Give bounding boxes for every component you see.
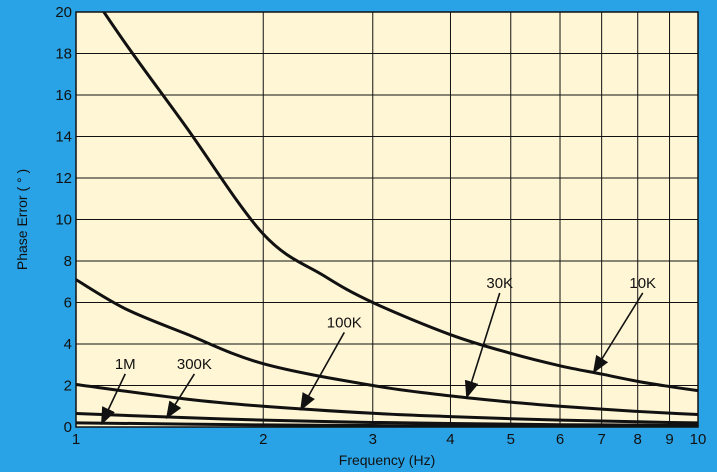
annotation-label-300k: 300K [177, 356, 212, 373]
x-tick-label: 5 [507, 431, 515, 448]
y-axis-title: Phase Error ( ° ) [14, 169, 30, 270]
series-line-30k [76, 278, 698, 417]
x-tick-label: 4 [446, 431, 454, 448]
x-tick-label: 7 [597, 431, 605, 448]
y-tick-label: 20 [55, 4, 72, 21]
y-tick-label: 0 [64, 419, 72, 436]
x-tick-label: 10 [690, 431, 707, 448]
y-tick-label: 16 [55, 87, 72, 104]
annotation-label-1m: 1M [115, 356, 136, 373]
curve-annotations: 10K 30K 100K 300K 1M [100, 275, 656, 426]
annotation-label-30k: 30K [486, 275, 513, 292]
series-line-1m [76, 421, 698, 427]
x-tick-label: 1 [72, 431, 80, 448]
x-tick-label: 6 [556, 431, 564, 448]
y-tick-label: 14 [55, 129, 72, 146]
y-tick-label: 8 [64, 253, 72, 270]
y-tick-label: 10 [55, 212, 72, 229]
annotation-arrow-10k [592, 292, 644, 374]
x-tick-label: 8 [634, 431, 642, 448]
x-tick-label: 9 [665, 431, 673, 448]
series-line-100k [76, 382, 698, 425]
x-axis-title: Frequency (Hz) [339, 452, 435, 468]
series-curves [76, 12, 698, 427]
annotation-label-10k: 10K [629, 275, 656, 292]
annotation-label-100k: 100K [327, 314, 362, 331]
annotation-arrow-100k [300, 332, 346, 411]
y-tick-label: 12 [55, 170, 72, 187]
y-tick-label: 18 [55, 46, 72, 63]
x-tick-label: 3 [369, 431, 377, 448]
y-tick-label: 6 [64, 295, 72, 312]
x-tick-label: 2 [259, 431, 267, 448]
annotation-arrow-30k [464, 292, 501, 399]
annotation-arrow-1m [100, 373, 126, 426]
annotation-arrow-300k [165, 373, 196, 420]
y-tick-label: 4 [64, 336, 72, 353]
y-tick-label: 2 [64, 378, 72, 395]
series-line-10k [102, 12, 698, 393]
